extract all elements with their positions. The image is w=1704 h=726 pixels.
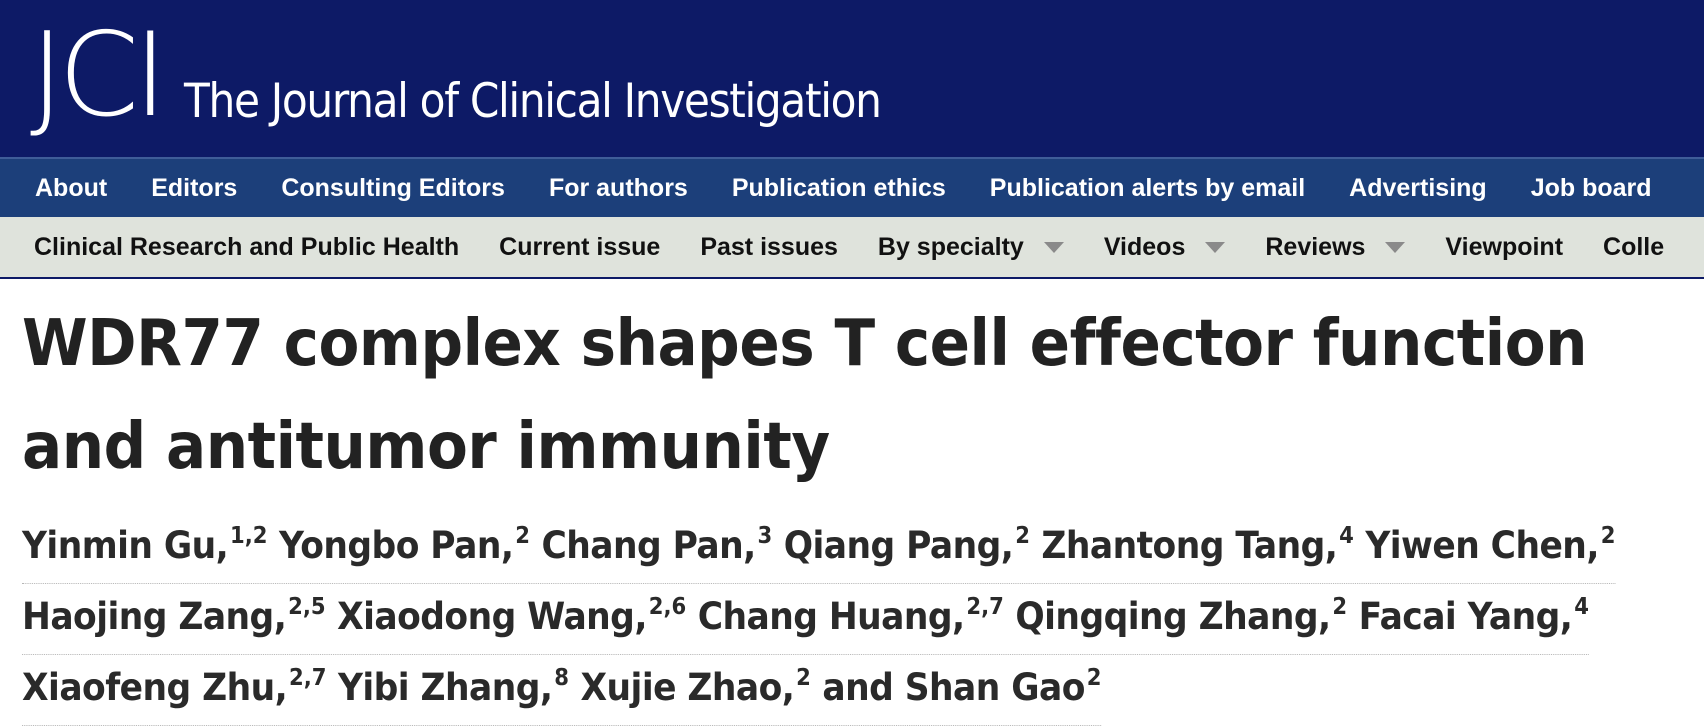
author-name: Facai Yang,: [1358, 594, 1573, 638]
author-name: Xiaofeng Zhu,: [22, 665, 288, 709]
affiliation-superscript: 2: [796, 665, 811, 691]
caret-down-icon: [1205, 241, 1226, 253]
subnav-item-label: Viewpoint: [1445, 232, 1564, 261]
nav-item-advertising[interactable]: Advertising: [1349, 173, 1487, 202]
affiliation-superscript: 8: [554, 665, 570, 691]
author-name: Chang Pan,: [541, 523, 756, 567]
subnav-item-label: Colle: [1603, 232, 1665, 261]
author-name: Yibi Zhang,: [337, 665, 553, 709]
author-name: Yiwen Chen,: [1365, 523, 1599, 567]
author-link[interactable]: Chang Pan,3: [541, 523, 772, 567]
nav-item-editors[interactable]: Editors: [151, 173, 238, 202]
author-line: Yinmin Gu,1,2 Yongbo Pan,2 Chang Pan,3 Q…: [22, 513, 1616, 584]
affiliation-superscript: 2: [1600, 523, 1616, 549]
author-link[interactable]: Yinmin Gu,1,2: [22, 523, 268, 567]
subnav-item-viewpoint[interactable]: Viewpoint: [1445, 233, 1563, 262]
subnav-item-by-specialty[interactable]: By specialty: [878, 233, 1064, 262]
subnav-item-label: Reviews: [1265, 232, 1366, 261]
author-link[interactable]: Yiwen Chen,2: [1365, 523, 1615, 567]
author-line: Xiaofeng Zhu,2,7 Yibi Zhang,8 Xujie Zhao…: [22, 655, 1102, 726]
subnav-item-label: Videos: [1103, 232, 1186, 261]
subnav-item-label: Current issue: [499, 232, 661, 261]
author-link[interactable]: Yongbo Pan,2: [279, 523, 530, 567]
author-name: Xujie Zhao,: [580, 665, 795, 709]
nav-item-job-board[interactable]: Job board: [1530, 173, 1652, 202]
nav-item-consulting-editors[interactable]: Consulting Editors: [281, 173, 505, 202]
author-name: Qingqing Zhang,: [1015, 594, 1331, 638]
masthead: JCI The Journal of Clinical Investigatio…: [0, 0, 1704, 157]
author-link[interactable]: Qingqing Zhang,2: [1015, 594, 1347, 638]
author-line: Haojing Zang,2,5 Xiaodong Wang,2,6 Chang…: [22, 584, 1589, 655]
article-header: WDR77 complex shapes T cell effector fun…: [0, 279, 1662, 726]
affiliation-superscript: 4: [1339, 523, 1354, 549]
caret-down-icon: [1385, 241, 1406, 253]
author-name: Yongbo Pan,: [278, 523, 514, 567]
affiliation-superscript: 2: [515, 523, 530, 549]
author-link[interactable]: Xiaofeng Zhu,2,7: [22, 665, 326, 709]
subnav-item-label: Past issues: [700, 232, 838, 261]
affiliation-superscript: 2,7: [966, 594, 1004, 620]
nav-item-about[interactable]: About: [35, 173, 108, 202]
author-name: Yinmin Gu,: [22, 523, 229, 567]
author-link[interactable]: Yibi Zhang,8: [338, 665, 569, 709]
affiliation-superscript: 3: [757, 523, 773, 549]
author-name: and Shan Gao: [822, 665, 1085, 709]
subnav-item-reviews[interactable]: Reviews: [1265, 232, 1406, 262]
subnav-item-current-issue[interactable]: Current issue: [499, 233, 660, 262]
journal-name[interactable]: The Journal of Clinical Investigation: [184, 74, 882, 129]
author-name: Zhantong Tang,: [1041, 523, 1338, 567]
nav-item-publication-alerts[interactable]: Publication alerts by email: [989, 173, 1306, 202]
main-nav: About Editors Consulting Editors For aut…: [0, 157, 1704, 217]
affiliation-superscript: 2: [1332, 594, 1348, 620]
article-title: WDR77 complex shapes T cell effector fun…: [22, 307, 1588, 484]
author-link[interactable]: Xujie Zhao,2: [580, 665, 810, 709]
author-name: Qiang Pang,: [783, 523, 1014, 567]
affiliation-superscript: 2,5: [288, 594, 326, 620]
author-link[interactable]: Qiang Pang,2: [784, 523, 1030, 567]
section-nav: Clinical Research and Public Health Curr…: [0, 217, 1704, 279]
subnav-item-label: Clinical Research and Public Health: [34, 232, 460, 261]
affiliation-superscript: 1,2: [230, 523, 268, 549]
author-name: Chang Huang,: [697, 594, 965, 638]
author-name: Haojing Zang,: [22, 594, 287, 638]
affiliation-superscript: 2,6: [648, 594, 687, 620]
author-link[interactable]: Xiaodong Wang,2,6: [337, 594, 686, 638]
caret-down-icon: [1043, 241, 1064, 253]
author-list: Yinmin Gu,1,2 Yongbo Pan,2 Chang Pan,3 Q…: [22, 513, 1641, 726]
subnav-item-label: By specialty: [877, 232, 1024, 261]
nav-item-publication-ethics[interactable]: Publication ethics: [731, 173, 946, 202]
nav-item-for-authors[interactable]: For authors: [548, 173, 688, 202]
author-name: Xiaodong Wang,: [337, 594, 647, 638]
author-link[interactable]: Facai Yang,4: [1359, 594, 1589, 638]
subnav-item-collections[interactable]: Colle: [1603, 233, 1664, 262]
author-link[interactable]: Haojing Zang,2,5: [22, 594, 326, 638]
subnav-item-videos[interactable]: Videos: [1104, 233, 1226, 262]
affiliation-superscript: 2: [1086, 665, 1102, 691]
author-link[interactable]: Zhantong Tang,4: [1041, 523, 1353, 567]
subnav-item-clinical-research[interactable]: Clinical Research and Public Health: [34, 233, 459, 262]
affiliation-superscript: 2,7: [289, 665, 327, 691]
author-link[interactable]: and Shan Gao2: [822, 665, 1101, 709]
jci-logo[interactable]: JCI: [30, 8, 167, 143]
affiliation-superscript: 2: [1015, 523, 1030, 549]
affiliation-superscript: 4: [1574, 594, 1589, 620]
subnav-item-past-issues[interactable]: Past issues: [700, 233, 838, 262]
author-link[interactable]: Chang Huang,2,7: [698, 594, 1004, 638]
